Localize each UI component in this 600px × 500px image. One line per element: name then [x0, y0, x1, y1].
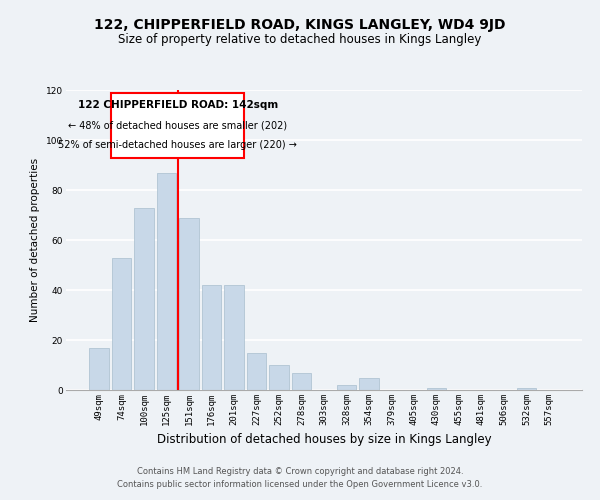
- Bar: [89, 348, 109, 390]
- Text: 122 CHIPPERFIELD ROAD: 142sqm: 122 CHIPPERFIELD ROAD: 142sqm: [77, 100, 278, 110]
- Bar: [202, 285, 221, 390]
- Text: Contains public sector information licensed under the Open Government Licence v3: Contains public sector information licen…: [118, 480, 482, 489]
- Bar: [427, 388, 446, 390]
- Bar: [359, 378, 379, 390]
- Text: Contains HM Land Registry data © Crown copyright and database right 2024.: Contains HM Land Registry data © Crown c…: [137, 467, 463, 476]
- Text: 52% of semi-detached houses are larger (220) →: 52% of semi-detached houses are larger (…: [58, 140, 297, 150]
- Bar: [179, 218, 199, 390]
- Bar: [337, 385, 356, 390]
- Bar: [517, 388, 536, 390]
- Bar: [269, 365, 289, 390]
- Bar: [157, 172, 176, 390]
- Bar: [292, 372, 311, 390]
- Y-axis label: Number of detached properties: Number of detached properties: [31, 158, 40, 322]
- Text: Size of property relative to detached houses in Kings Langley: Size of property relative to detached ho…: [118, 32, 482, 46]
- Bar: [112, 258, 131, 390]
- Text: ← 48% of detached houses are smaller (202): ← 48% of detached houses are smaller (20…: [68, 120, 287, 130]
- Bar: [224, 285, 244, 390]
- Bar: [134, 208, 154, 390]
- FancyBboxPatch shape: [112, 92, 244, 158]
- X-axis label: Distribution of detached houses by size in Kings Langley: Distribution of detached houses by size …: [157, 434, 491, 446]
- Bar: [247, 352, 266, 390]
- Text: 122, CHIPPERFIELD ROAD, KINGS LANGLEY, WD4 9JD: 122, CHIPPERFIELD ROAD, KINGS LANGLEY, W…: [94, 18, 506, 32]
